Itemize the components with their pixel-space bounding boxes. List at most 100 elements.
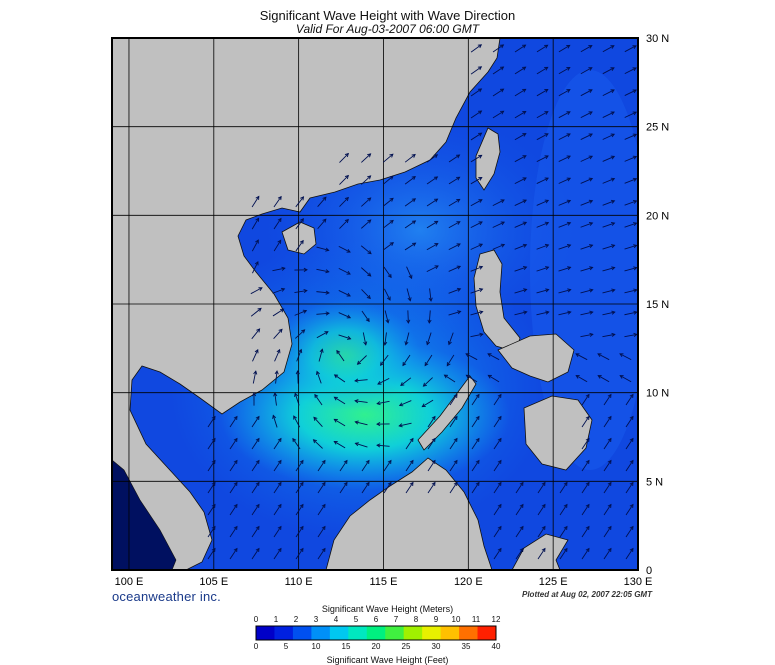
wave-arrow-head <box>619 353 624 358</box>
wave-arrow-head <box>434 265 439 270</box>
wave-arrow-head <box>303 267 308 272</box>
wave-arrow-head <box>299 525 304 531</box>
wave-arrow <box>361 460 370 472</box>
wave-arrow <box>251 504 260 516</box>
wave-arrow <box>603 416 612 428</box>
wave-arrow <box>580 155 593 162</box>
wave-arrow <box>536 222 549 228</box>
wave-arrow <box>515 526 524 538</box>
wave-arrow-head <box>566 177 572 182</box>
wave-arrow <box>317 196 327 208</box>
wave-arrow-head <box>610 45 615 49</box>
wave-arrow <box>602 133 615 140</box>
wave-arrow <box>448 199 460 207</box>
wave-arrow-head <box>409 437 414 443</box>
wave-arrow <box>338 334 351 340</box>
land-sulawesi-island <box>511 533 569 570</box>
wave-arrow-head <box>255 437 260 443</box>
wave-arrow <box>515 482 524 494</box>
wave-arrow <box>294 290 307 294</box>
wave-arrow-head <box>588 221 594 226</box>
wave-arrow <box>575 375 588 383</box>
wave-arrow <box>492 221 505 228</box>
wave-arrow-head <box>588 133 593 138</box>
wave-arrow <box>382 175 394 185</box>
wave-arrow <box>603 394 612 406</box>
wave-arrow <box>272 267 285 272</box>
wave-arrow <box>559 482 568 494</box>
wave-arrow <box>383 460 392 472</box>
wave-arrow <box>493 526 502 538</box>
wave-arrow <box>274 393 277 406</box>
wave-arrow <box>404 154 416 163</box>
wave-arrow <box>426 265 439 273</box>
wave-arrow <box>597 353 610 361</box>
wave-arrow-head <box>258 287 263 291</box>
map-frame <box>111 37 639 571</box>
wave-arrow <box>448 221 461 229</box>
wave-arrow <box>295 240 304 252</box>
wave-arrow <box>273 328 283 339</box>
wave-arrow-head <box>541 503 546 509</box>
wave-arrow <box>493 482 502 494</box>
wave-arrow-head <box>356 360 362 365</box>
colorbar-segment <box>366 626 386 640</box>
wave-arrow <box>229 416 238 428</box>
wave-arrow <box>602 222 615 228</box>
wave-arrow-head <box>597 375 602 379</box>
wave-arrow <box>316 371 322 384</box>
wave-arrow-head <box>321 503 326 509</box>
legend-feet-tick: 10 <box>311 642 321 651</box>
wave-arrow-head <box>211 547 216 553</box>
wave-arrow <box>514 266 527 272</box>
wave-arrow <box>581 438 590 450</box>
wave-arrow-head <box>497 393 502 399</box>
wave-arrow <box>536 89 549 97</box>
wave-arrow <box>581 460 590 472</box>
legend-title-meters: Significant Wave Height (Meters) <box>321 604 454 614</box>
wave-arrow <box>273 526 282 538</box>
wave-arrow <box>382 242 394 251</box>
wave-arrow <box>536 44 548 53</box>
wave-arrow <box>273 482 282 494</box>
lon-tick-label: 110 E <box>285 576 313 588</box>
wave-arrow <box>317 482 326 494</box>
wave-arrow-head <box>300 196 305 201</box>
wave-arrow <box>274 349 281 362</box>
wave-arrow <box>493 438 502 450</box>
wave-arrow-head <box>325 247 330 252</box>
wave-arrow-head <box>497 415 502 421</box>
wave-arrow-head <box>255 481 260 487</box>
wave-arrow-head <box>346 314 352 319</box>
wave-arrow-head <box>409 459 414 465</box>
wave-arrow <box>316 331 329 339</box>
wave-arrow <box>383 482 392 494</box>
wave-arrow-head <box>354 399 359 404</box>
wave-arrow <box>536 66 548 75</box>
wave-arrow-head <box>443 374 448 379</box>
wave-arrow-head <box>404 341 409 346</box>
wave-arrow-head <box>343 459 348 465</box>
wave-arrow-head <box>255 195 260 200</box>
wave-arrow <box>625 526 634 538</box>
wave-arrow <box>581 526 590 538</box>
wave-arrow <box>316 268 329 273</box>
wave-arrow <box>492 88 504 97</box>
wave-arrow <box>624 178 637 184</box>
wave-arrow-head <box>575 353 580 357</box>
wave-arrow <box>471 416 480 428</box>
wave-arrow-head <box>453 481 458 487</box>
wave-arrow <box>536 177 549 184</box>
wave-field-center <box>270 300 420 410</box>
wave-arrow-head <box>619 375 624 379</box>
wave-arrow-head <box>319 348 324 353</box>
legend-feet-tick: 20 <box>371 642 381 651</box>
wave-arrow-head <box>211 481 216 487</box>
wave-arrow <box>427 482 436 494</box>
wave-arrow <box>581 482 590 494</box>
wave-arrow-head <box>633 310 638 315</box>
wave-arrow-head <box>519 547 524 553</box>
wave-arrow <box>273 218 282 230</box>
legend-meter-tick: 1 <box>273 615 279 624</box>
wave-arrow-head <box>544 155 549 160</box>
